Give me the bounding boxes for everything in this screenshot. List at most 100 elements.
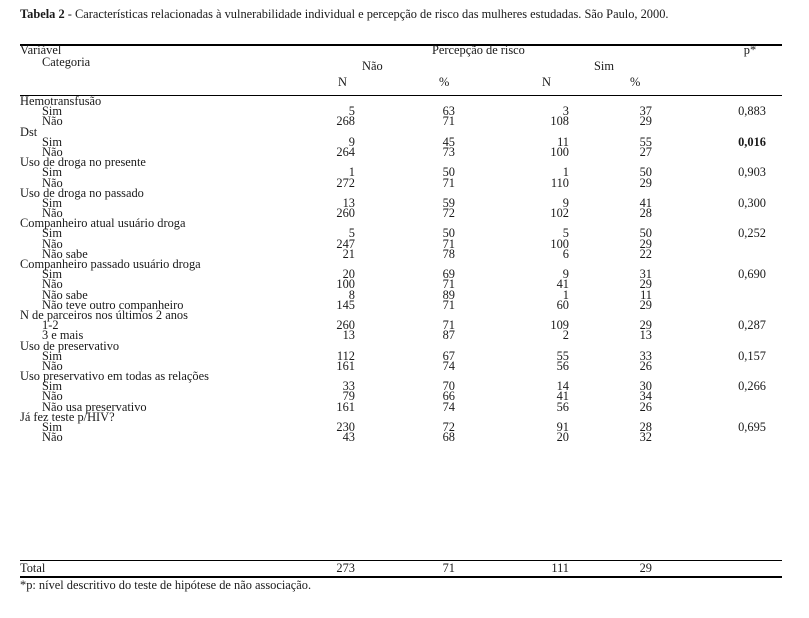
cell-n-nao: 79 xyxy=(342,389,355,404)
table-body: Hemotransfusão Sim 5 63 3 37 0,883 Não 268 71 108 2… xyxy=(20,95,782,445)
category-label: Sim xyxy=(42,134,62,149)
header-nao: Não xyxy=(362,59,383,73)
category-row: Não sabe 8 89 1 11 xyxy=(20,287,782,302)
table-caption-text: - Características relacionadas à vulnera… xyxy=(64,7,669,21)
cell-pct-sim: 27 xyxy=(639,144,652,159)
category-row: Sim 5 50 5 50 0,252 xyxy=(20,226,782,241)
cell-pct-sim: 28 xyxy=(639,206,652,221)
cell-pct-nao: 74 xyxy=(442,399,455,414)
category-label: Sim xyxy=(42,104,62,119)
category-row: Não 264 73 100 27 xyxy=(20,144,782,159)
cell-pct-sim: 41 xyxy=(639,195,652,210)
cell-n-nao: 260 xyxy=(336,318,355,333)
cell-n-sim: 100 xyxy=(550,144,569,159)
variable-row: Já fez teste p/HIV? xyxy=(20,410,782,423)
category-label: Não xyxy=(42,430,63,445)
cell-p-value: 0,016 xyxy=(738,134,766,149)
cell-p-value: 0,690 xyxy=(738,267,766,282)
cell-pct-sim: 22 xyxy=(639,246,652,261)
cell-pct-nao: 71 xyxy=(442,175,455,190)
category-label: Não xyxy=(42,206,63,221)
cell-n-nao: 230 xyxy=(336,420,355,434)
category-row: Não usa preservativo 161 74 56 26 xyxy=(20,399,782,414)
cell-pct-nao: 72 xyxy=(442,206,455,221)
category-label: Sim xyxy=(42,379,62,394)
cell-pct-sim: 29 xyxy=(639,297,652,312)
cell-pct-sim: 55 xyxy=(639,134,652,149)
cell-n-sim: 11 xyxy=(557,134,569,149)
variable-label: Companheiro atual usuário droga xyxy=(20,216,186,231)
cell-n-sim: 110 xyxy=(550,175,569,190)
variable-label: N de parceiros nos últimos 2 anos xyxy=(20,307,188,322)
cell-pct-nao: 45 xyxy=(442,134,455,149)
category-label: Não xyxy=(42,114,63,129)
table-total-rule xyxy=(20,560,782,561)
cell-pct-sim: 29 xyxy=(639,175,652,190)
cell-pct-nao: 74 xyxy=(442,358,455,373)
cell-pct-nao: 63 xyxy=(442,104,455,119)
cell-pct-sim: 29 xyxy=(639,236,652,251)
cell-n-nao: 13 xyxy=(342,328,355,343)
category-row: Não 161 74 56 26 xyxy=(20,358,782,373)
header-sim: Sim xyxy=(594,59,614,73)
cell-pct-nao: 71 xyxy=(442,318,455,333)
table-caption: Tabela 2 - Características relacionadas … xyxy=(20,8,782,21)
cell-pct-nao: 59 xyxy=(442,195,455,210)
cell-n-sim: 56 xyxy=(556,358,569,373)
category-label: Sim xyxy=(42,267,62,282)
cell-pct-sim: 11 xyxy=(640,287,652,302)
category-row: Não 272 71 110 29 xyxy=(20,175,782,190)
cell-n-sim: 5 xyxy=(562,226,569,241)
cell-p-value: 0,300 xyxy=(738,195,766,210)
cell-pct-sim: 50 xyxy=(639,165,652,180)
category-row: Sim 1 50 1 50 0,903 xyxy=(20,165,782,180)
category-row: Sim 13 59 9 41 0,300 xyxy=(20,195,782,210)
table-caption-label: Tabela 2 xyxy=(20,7,65,21)
category-row: Não teve outro companheiro 145 71 60 29 xyxy=(20,297,782,312)
cell-pct-nao: 66 xyxy=(442,389,455,404)
cell-pct-nao: 50 xyxy=(442,226,455,241)
cell-n-sim: 41 xyxy=(556,389,569,404)
document-page: Tabela 2 - Características relacionadas … xyxy=(20,0,782,618)
cell-pct-sim: 29 xyxy=(639,318,652,333)
cell-n-nao: 100 xyxy=(336,277,355,292)
cell-pct-sim: 34 xyxy=(639,389,652,404)
cell-pct-nao: 70 xyxy=(442,379,455,394)
cell-pct-sim: 32 xyxy=(639,430,652,445)
header-pct-nao: % xyxy=(439,75,450,89)
category-label: Sim xyxy=(42,165,62,180)
header-n-sim: N xyxy=(542,75,551,89)
cell-n-nao: 5 xyxy=(348,226,355,241)
category-row: Não sabe 21 78 6 22 xyxy=(20,246,782,261)
cell-pct-sim: 28 xyxy=(639,420,652,434)
cell-n-nao: 8 xyxy=(348,287,355,302)
category-label: Não xyxy=(42,175,63,190)
category-label: Não xyxy=(42,277,63,292)
cell-pct-sim: 13 xyxy=(639,328,652,343)
cell-n-sim: 102 xyxy=(550,206,569,221)
category-label: Sim xyxy=(42,226,62,241)
header-p-value: p* xyxy=(743,43,757,57)
category-row: Sim 112 67 55 33 0,157 xyxy=(20,349,782,362)
variable-label: Uso de preservativo xyxy=(20,338,120,353)
category-row: Não 100 71 41 29 xyxy=(20,277,782,292)
cell-pct-nao: 71 xyxy=(442,236,455,251)
cell-n-nao: 9 xyxy=(348,134,355,149)
category-label: Sim xyxy=(42,195,62,210)
cell-p-value: 0,266 xyxy=(738,379,766,394)
category-label: Não sabe xyxy=(42,246,88,261)
variable-row: Uso de droga no passado xyxy=(20,186,782,199)
cell-n-nao: 1 xyxy=(348,165,355,180)
variable-row: Uso de preservativo xyxy=(20,338,782,353)
cell-p-value: 0,903 xyxy=(738,165,766,180)
category-row: Não 247 71 100 29 xyxy=(20,236,782,251)
cell-pct-nao: 71 xyxy=(442,297,455,312)
category-label: Não teve outro companheiro xyxy=(42,297,184,312)
category-label: Sim xyxy=(42,420,62,434)
cell-n-sim: 109 xyxy=(550,318,569,333)
cell-pct-sim: 29 xyxy=(639,277,652,292)
table-footnote: *p: nível descritivo do teste de hipótes… xyxy=(20,578,312,592)
cell-n-sim: 20 xyxy=(556,430,569,445)
category-label: Não sabe xyxy=(42,287,88,302)
category-row: Não 43 68 20 32 xyxy=(20,430,782,445)
